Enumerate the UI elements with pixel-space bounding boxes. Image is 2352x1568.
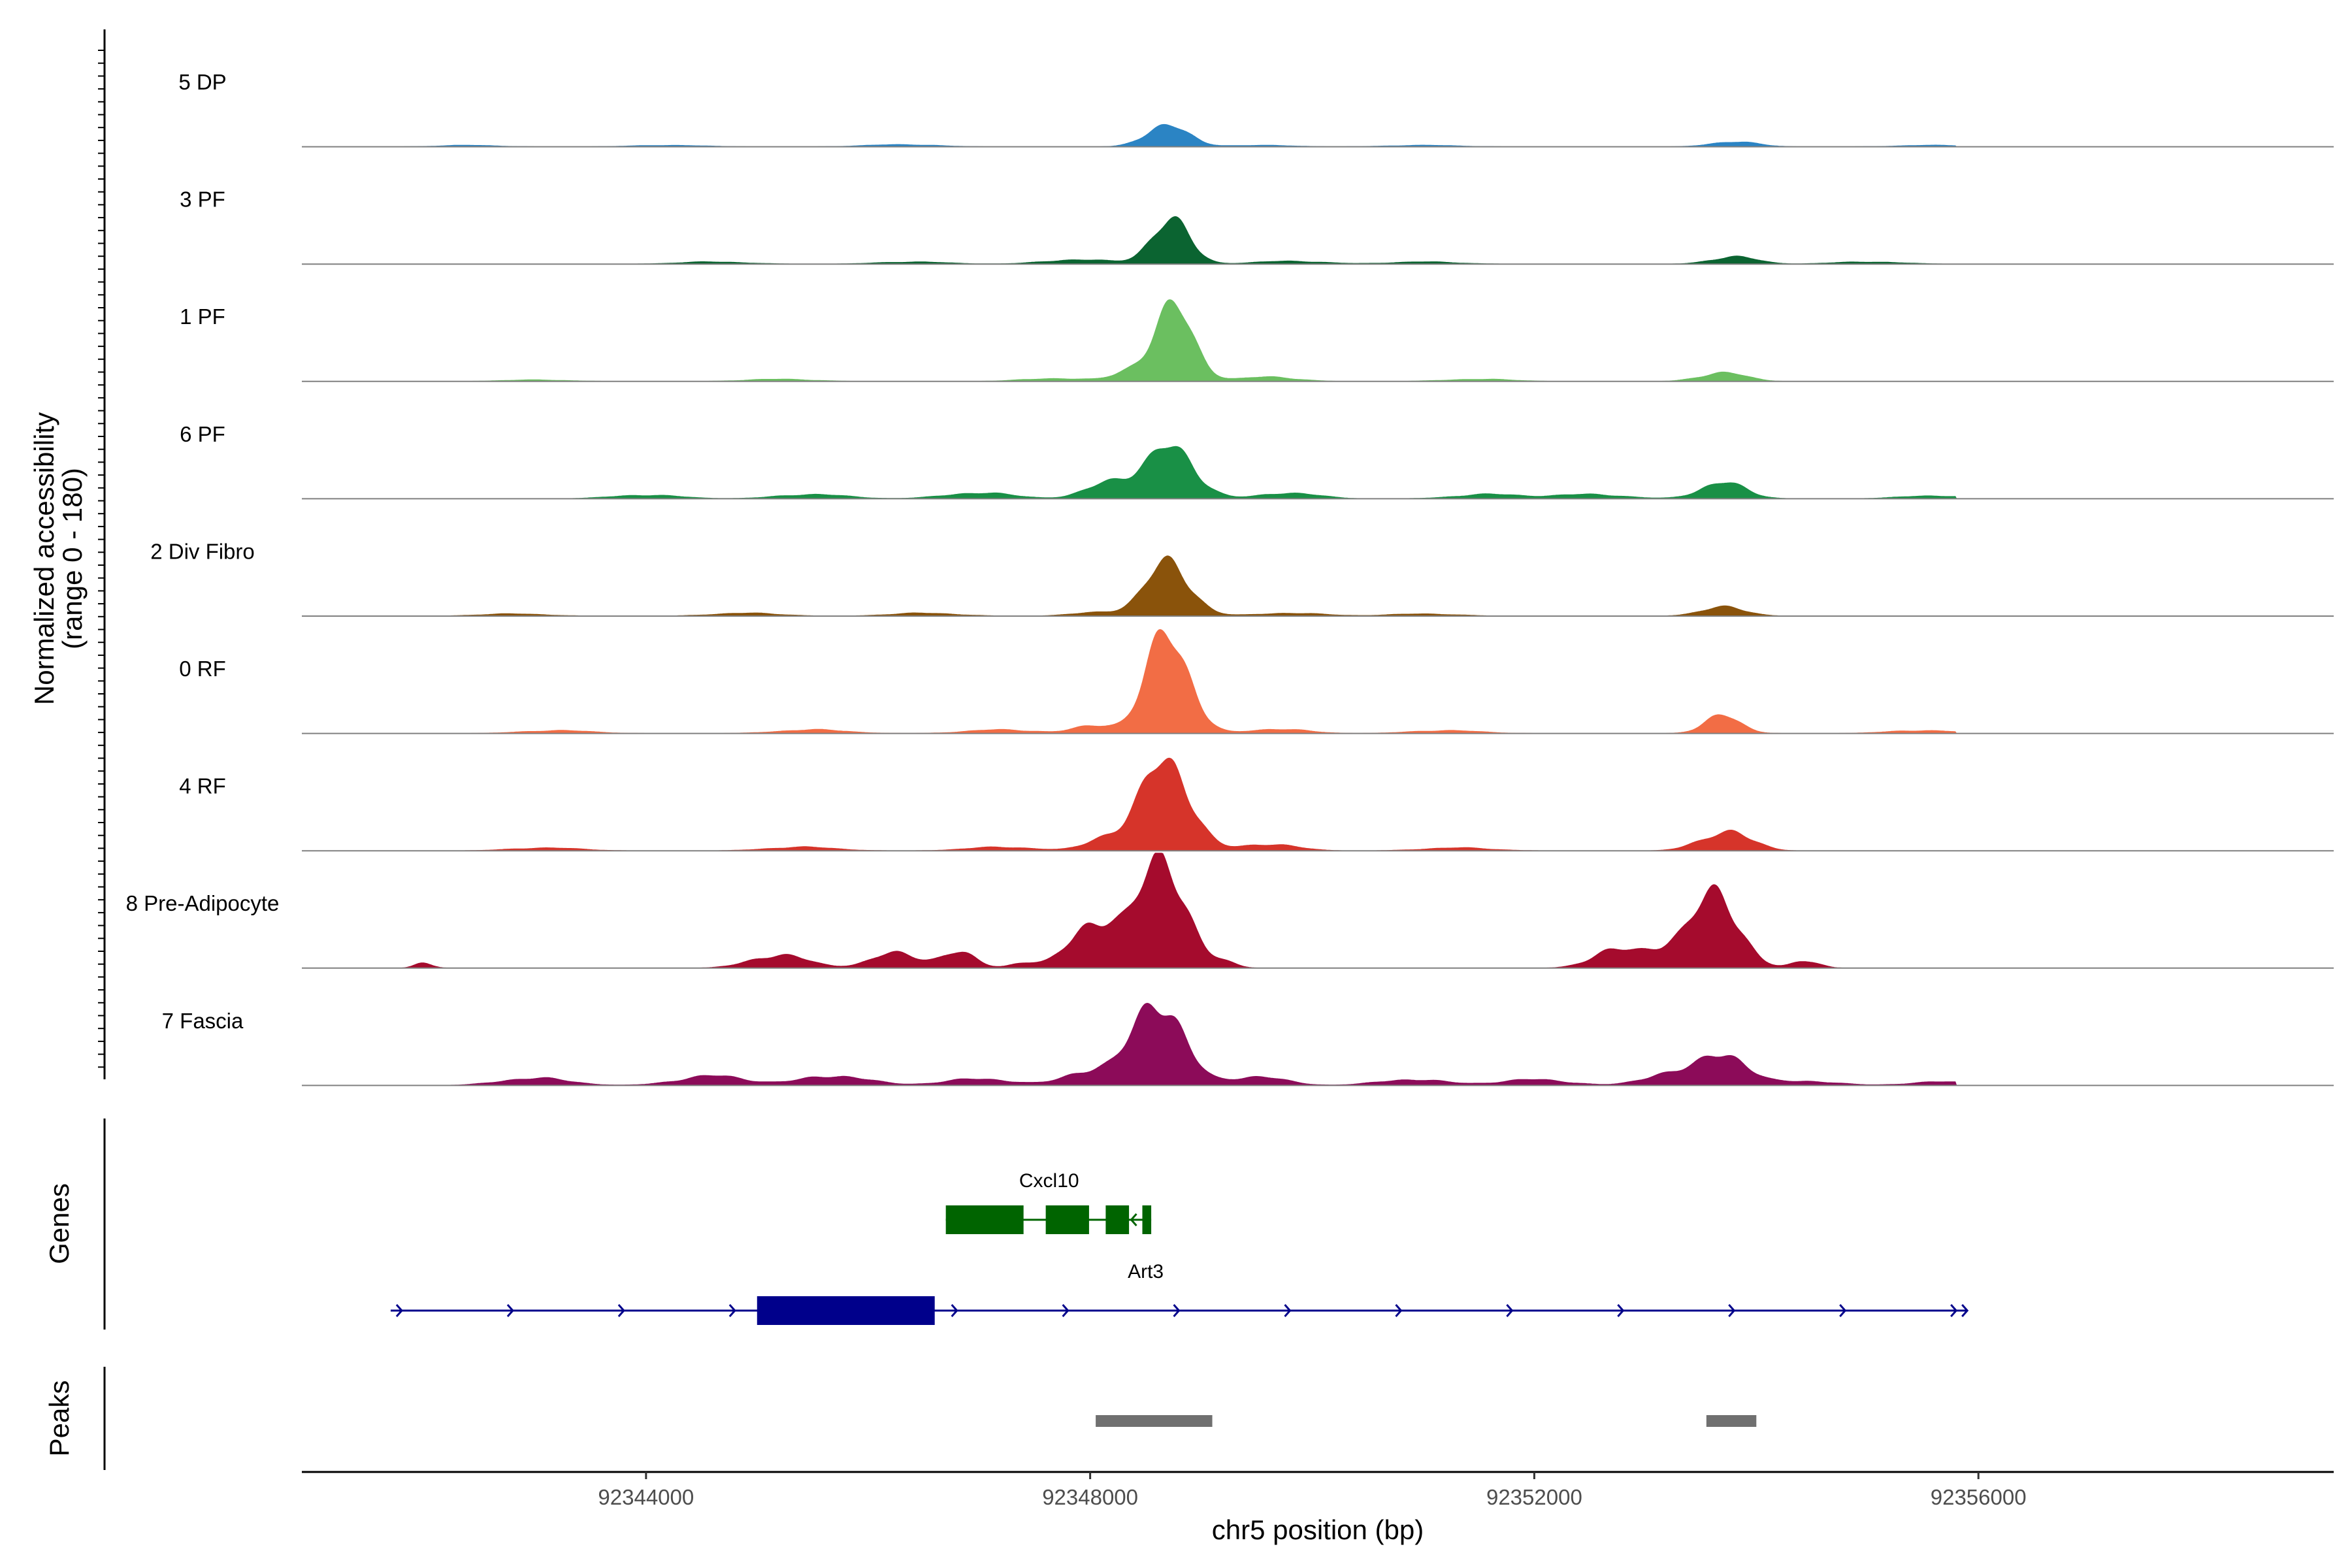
gene-exon — [1142, 1205, 1152, 1234]
coverage-y-axis — [98, 29, 106, 1079]
track-label: 8 Pre-Adipocyte — [126, 891, 280, 915]
coverage-area — [302, 853, 2334, 969]
peak-region — [1096, 1415, 1213, 1427]
strand-arrow — [1173, 1304, 1181, 1317]
y-axis-title-line1: Normalized accessibility — [29, 412, 59, 705]
peak-annotations — [1096, 1415, 1757, 1427]
track-label: 4 RF — [179, 774, 226, 798]
gene-label: Art3 — [1128, 1261, 1164, 1282]
strand-arrow — [1062, 1304, 1070, 1317]
coverage-track: 4 RF — [179, 757, 2334, 852]
strand-arrow — [1839, 1304, 1847, 1317]
gene-model: Art3 — [390, 1261, 1969, 1325]
x-axis-title: chr5 position (bp) — [1212, 1514, 1424, 1545]
coverage-area — [302, 629, 2334, 734]
strand-arrow — [1506, 1304, 1514, 1317]
coverage-track: 8 Pre-Adipocyte — [126, 853, 2334, 969]
strand-arrow — [1950, 1304, 1958, 1317]
x-tick-label: 92356000 — [1931, 1485, 2027, 1509]
coverage-track: 0 RF — [179, 629, 2334, 734]
gene-annotations: Cxcl10 Art3 — [390, 1170, 1969, 1325]
strand-arrow — [1284, 1304, 1292, 1317]
strand-arrow — [1961, 1304, 1969, 1317]
coverage-track: 1 PF — [180, 299, 2334, 382]
gene-exon — [945, 1205, 1024, 1234]
x-tick-label: 92344000 — [598, 1485, 694, 1509]
coverage-area — [302, 757, 2334, 851]
strand-arrow — [506, 1304, 514, 1317]
gene-exon — [1105, 1205, 1130, 1234]
coverage-area — [302, 1002, 2334, 1086]
coverage-area — [302, 555, 2334, 617]
track-label: 6 PF — [180, 422, 225, 446]
gene-model: Cxcl10 — [945, 1170, 1152, 1234]
coverage-area — [302, 216, 2334, 265]
coverage-tracks: 5 DP 3 PF 1 PF 6 PF 2 Div Fibro 0 RF 4 RF 8 Pre… — [126, 70, 2334, 1086]
track-label: 0 RF — [179, 657, 226, 681]
track-label: 1 PF — [180, 304, 225, 329]
gene-exon — [757, 1296, 935, 1325]
strand-arrow — [951, 1304, 958, 1317]
coverage-area — [302, 123, 2334, 148]
coverage-track: 2 Div Fibro — [150, 539, 2334, 617]
gene-label: Cxcl10 — [1019, 1170, 1079, 1192]
coverage-area — [302, 299, 2334, 382]
coverage-track: 3 PF — [180, 188, 2334, 265]
strand-arrow — [1395, 1304, 1403, 1317]
strand-arrow — [728, 1304, 736, 1317]
track-label: 5 DP — [178, 70, 226, 94]
gene-exon — [1045, 1205, 1089, 1234]
track-label: 7 Fascia — [162, 1009, 244, 1033]
genes-panel-title: Genes — [44, 1183, 74, 1264]
y-axis-title-line2: (range 0 - 180) — [57, 468, 88, 649]
peaks-panel-title: Peaks — [44, 1380, 74, 1457]
strand-arrow — [395, 1304, 403, 1317]
x-tick-label: 92348000 — [1042, 1485, 1138, 1509]
x-axis: 92344000 92348000 92352000 92356000 — [598, 1472, 2027, 1509]
peak-region — [1706, 1415, 1757, 1427]
strand-arrow — [1130, 1213, 1137, 1226]
coverage-track: 5 DP — [178, 70, 2334, 148]
strand-arrow — [617, 1304, 625, 1317]
coverage-track: 7 Fascia — [162, 1002, 2334, 1086]
coverage-track: 6 PF — [180, 422, 2334, 500]
strand-arrow — [1728, 1304, 1736, 1317]
track-label: 3 PF — [180, 188, 225, 212]
track-label: 2 Div Fibro — [150, 539, 255, 563]
coverage-area — [302, 446, 2334, 499]
x-tick-label: 92352000 — [1486, 1485, 1582, 1509]
strand-arrow — [1617, 1304, 1625, 1317]
